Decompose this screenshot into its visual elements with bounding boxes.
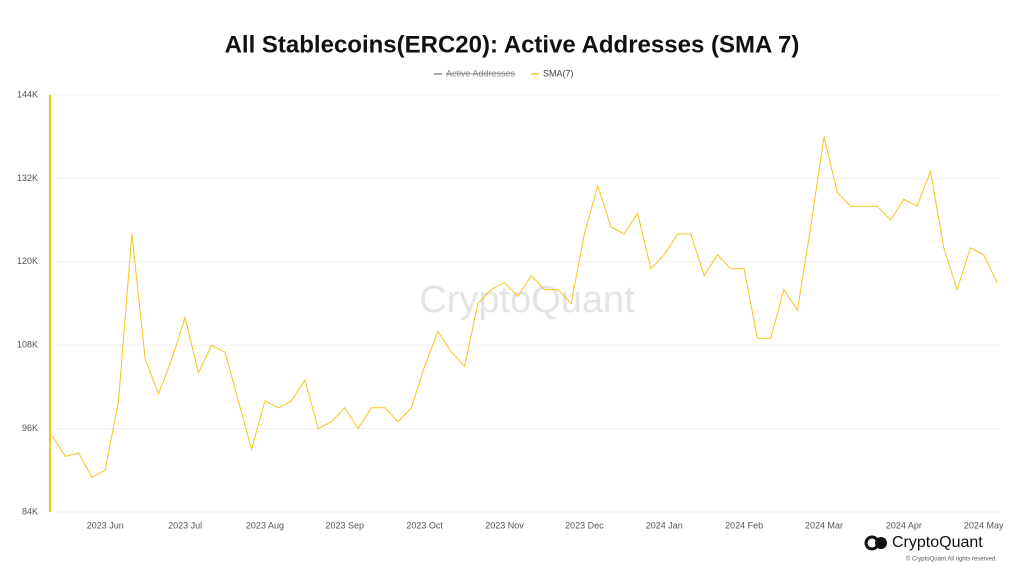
copyright: © CryptoQuant All rights reserved. — [906, 556, 997, 563]
chart-title: All Stablecoins(ERC20): Active Addresses… — [225, 31, 800, 58]
legend-label[interactable]: Active Addresses — [446, 68, 516, 78]
y-tick-label: 120K — [17, 256, 38, 266]
legend-label[interactable]: SMA(7) — [543, 68, 574, 78]
y-tick-label: 132K — [17, 173, 38, 183]
brand: CryptoQuant — [892, 534, 983, 551]
x-tick-label: 2023 Oct — [406, 520, 443, 530]
x-tick-label: 2023 Aug — [246, 520, 284, 530]
y-tick-label: 96K — [22, 423, 38, 433]
x-tick-label: 2024 Jan — [646, 520, 683, 530]
x-tick-label: 2024 May — [964, 520, 1004, 530]
y-tick-label: 84K — [22, 506, 38, 516]
y-tick-label: 144K — [17, 89, 38, 99]
x-tick-label: 2024 Mar — [805, 520, 843, 530]
brand-logo — [875, 537, 887, 549]
x-tick-label: 2023 Nov — [485, 520, 524, 530]
x-tick-label: 2023 Dec — [565, 520, 604, 530]
line — [51, 136, 998, 478]
x-tick-label: 2024 Apr — [886, 520, 922, 530]
x-tick-label: 2024 Feb — [725, 520, 763, 530]
x-tick-label: 2023 Sep — [326, 520, 365, 530]
x-tick-label: 2023 Jul — [168, 520, 202, 530]
watermark: CryptoQuant — [419, 279, 635, 321]
x-tick-label: 2023 Jun — [87, 520, 124, 530]
y-tick-label: 108K — [17, 340, 38, 350]
